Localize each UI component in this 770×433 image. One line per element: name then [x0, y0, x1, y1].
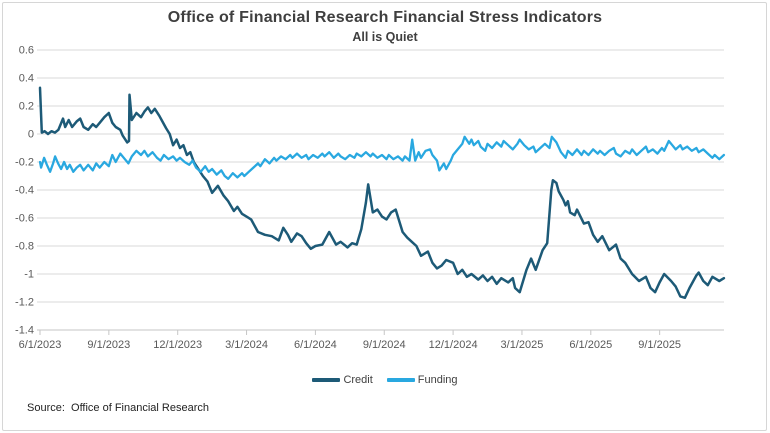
- x-axis-label: 9/1/2025: [638, 339, 681, 351]
- legend-label-funding: Funding: [417, 374, 458, 386]
- y-axis-label: 0.2: [19, 101, 34, 113]
- y-axis-label: -1: [24, 269, 34, 281]
- x-axis-label: 6/1/2025: [569, 339, 612, 351]
- chart-subtitle: All is Quiet: [352, 30, 418, 44]
- x-axis-label: 9/1/2024: [363, 339, 406, 351]
- x-axis-label: 6/1/2023: [19, 339, 62, 351]
- y-axis-label: -0.6: [15, 213, 34, 225]
- legend-swatch-credit: [312, 378, 341, 382]
- y-axis-label: 0.4: [19, 73, 34, 85]
- x-axis-label: 12/1/2024: [429, 339, 478, 351]
- chart-legend: Credit Funding: [0, 374, 770, 386]
- x-axis-label: 9/1/2023: [87, 339, 130, 351]
- x-axis-label: 3/1/2025: [501, 339, 544, 351]
- y-axis-label: -0.4: [15, 185, 34, 197]
- funding-series-line: [38, 135, 726, 180]
- y-axis-label: -1.4: [15, 325, 34, 337]
- legend-item-credit: Credit: [312, 374, 373, 386]
- chart-title: Office of Financial Research Financial S…: [167, 9, 603, 26]
- legend-item-funding: Funding: [386, 374, 458, 386]
- source-attribution: Source: Office of Financial Research: [27, 402, 209, 414]
- y-axis-label: -1.2: [15, 297, 34, 309]
- legend-label-credit: Credit: [343, 374, 373, 386]
- x-axis-label: 3/1/2024: [225, 339, 268, 351]
- y-axis-label: 0.6: [19, 45, 34, 57]
- credit-series-line: [38, 86, 726, 300]
- y-axis-label: 0: [28, 129, 34, 141]
- legend-swatch-funding: [386, 378, 415, 382]
- y-axis-label: -0.2: [15, 157, 34, 169]
- y-axis-label: -0.8: [15, 241, 34, 253]
- x-axis-label: 6/1/2024: [294, 339, 337, 351]
- x-axis-label: 12/1/2023: [153, 339, 202, 351]
